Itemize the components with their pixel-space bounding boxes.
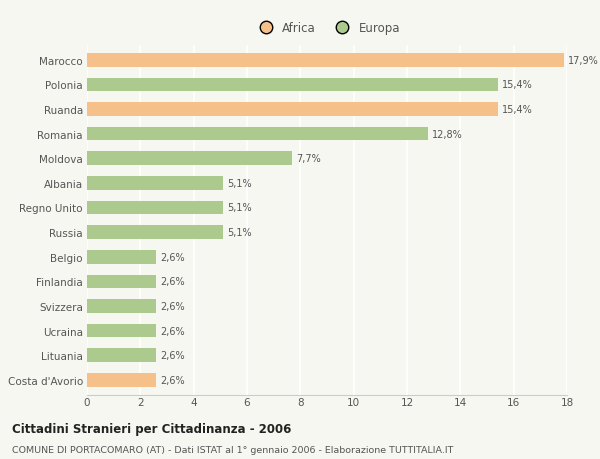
Text: 2,6%: 2,6% (160, 252, 185, 262)
Bar (87, 300, 157, 313)
Text: 7,7%: 7,7% (296, 154, 321, 164)
Bar (87, 202, 223, 215)
Text: 5,1%: 5,1% (227, 179, 251, 189)
Bar (87, 78, 497, 92)
Text: 2,6%: 2,6% (160, 326, 185, 336)
Bar (87, 226, 223, 239)
Bar (87, 349, 157, 362)
Bar (87, 275, 157, 289)
Text: 5,1%: 5,1% (227, 228, 251, 238)
Text: 2,6%: 2,6% (160, 277, 185, 287)
Bar (87, 324, 157, 338)
Bar (87, 54, 565, 67)
Bar (87, 177, 223, 190)
Text: 15,4%: 15,4% (502, 105, 532, 115)
Text: 17,9%: 17,9% (568, 56, 599, 66)
Text: 2,6%: 2,6% (160, 350, 185, 360)
Text: 2,6%: 2,6% (160, 375, 185, 385)
Bar (87, 103, 497, 117)
Text: 2,6%: 2,6% (160, 301, 185, 311)
Bar (87, 128, 428, 141)
Text: COMUNE DI PORTACOMARO (AT) - Dati ISTAT al 1° gennaio 2006 - Elaborazione TUTTIT: COMUNE DI PORTACOMARO (AT) - Dati ISTAT … (12, 445, 454, 454)
Text: 12,8%: 12,8% (433, 129, 463, 140)
Bar (87, 373, 157, 387)
Text: 5,1%: 5,1% (227, 203, 251, 213)
Text: 15,4%: 15,4% (502, 80, 532, 90)
Legend: Africa, Europa: Africa, Europa (249, 17, 405, 39)
Text: Cittadini Stranieri per Cittadinanza - 2006: Cittadini Stranieri per Cittadinanza - 2… (12, 422, 292, 435)
Bar (87, 251, 157, 264)
Bar (87, 152, 292, 166)
